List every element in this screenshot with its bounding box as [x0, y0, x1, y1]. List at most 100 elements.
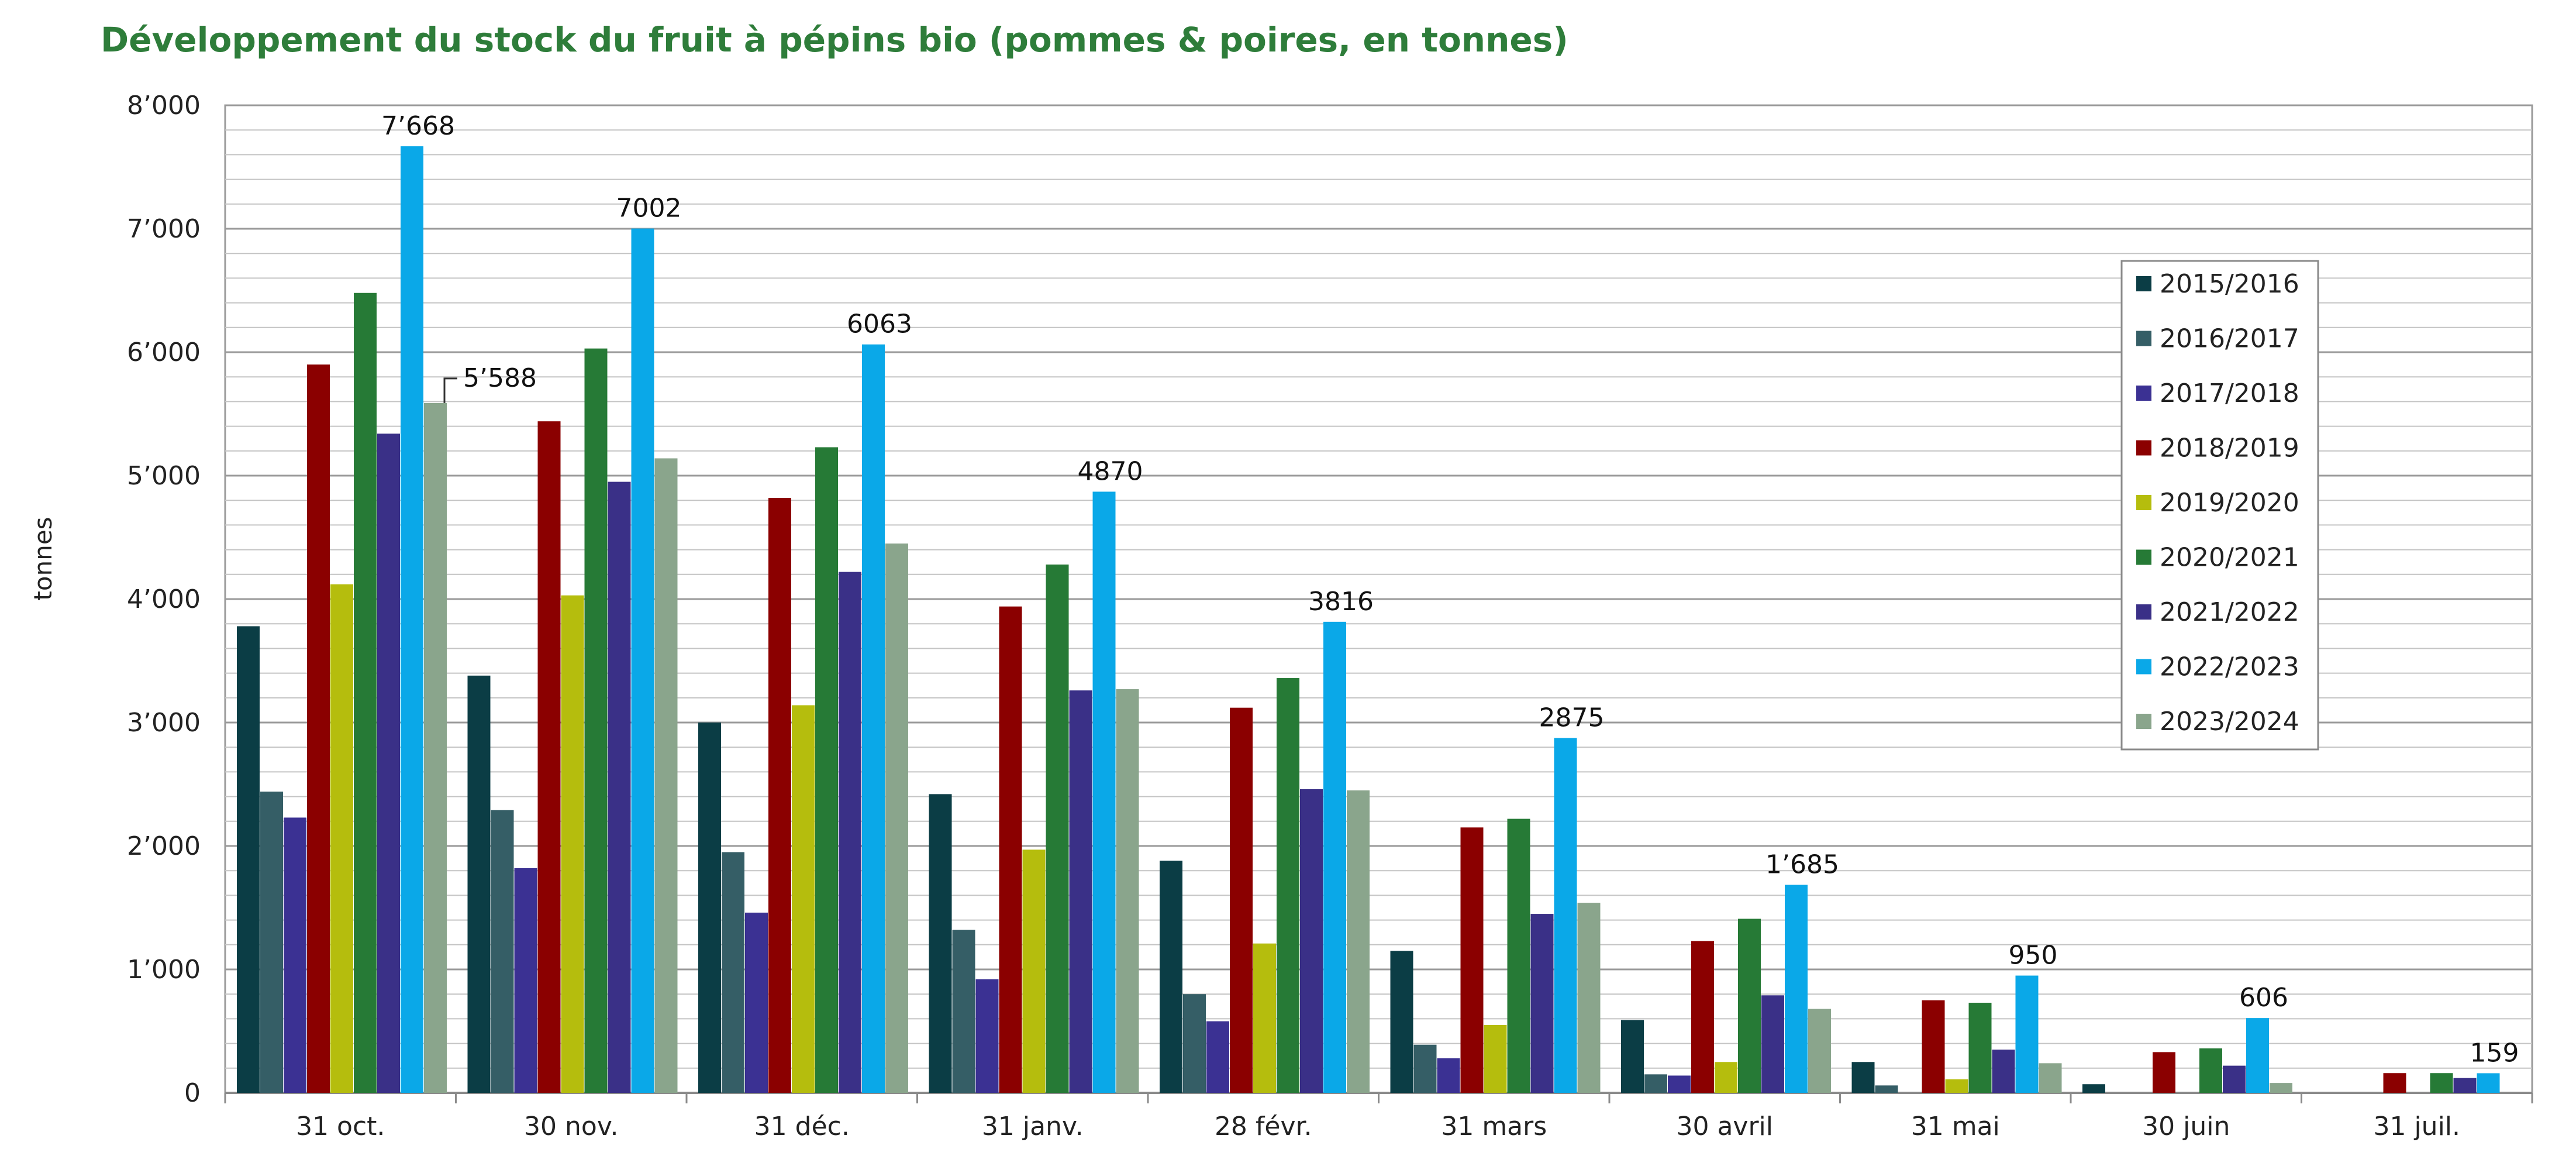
bar	[654, 458, 678, 1093]
bar	[1851, 1062, 1875, 1093]
bar	[952, 930, 975, 1093]
x-category-label: 28 févr.	[1215, 1112, 1312, 1141]
bar	[2477, 1073, 2500, 1093]
data-label: 2875	[1539, 703, 1605, 732]
bar	[1300, 789, 1323, 1093]
bar	[2223, 1065, 2246, 1093]
bar	[1347, 790, 1370, 1093]
y-tick-label: 4’000	[127, 584, 201, 614]
x-category-label: 31 mars	[1441, 1112, 1547, 1141]
bar	[885, 543, 908, 1093]
bar	[537, 421, 561, 1093]
bar	[975, 979, 999, 1093]
bar	[1323, 621, 1346, 1093]
bar	[2430, 1073, 2453, 1093]
legend-swatch	[2136, 331, 2151, 346]
data-label: 4870	[1078, 456, 1143, 486]
bar	[815, 447, 838, 1093]
bar	[698, 723, 721, 1093]
bar	[745, 912, 768, 1093]
legend-entry-label: 2017/2018	[2160, 379, 2299, 408]
bar	[284, 817, 306, 1093]
bar	[1116, 689, 1139, 1093]
legend-swatch	[2136, 276, 2151, 291]
bar	[307, 364, 330, 1093]
bar	[722, 852, 744, 1093]
bar	[1277, 678, 1299, 1093]
bar	[514, 868, 537, 1093]
chart-title: Développement du stock du fruit à pépins…	[101, 20, 1568, 60]
bar	[1530, 914, 1554, 1093]
data-label: 1’685	[1765, 849, 1839, 879]
x-axis-categories: 31 oct. 30 nov. 31 déc. 31 janv. 28 févr. 31 …	[224, 1093, 2533, 1141]
bar	[2153, 1052, 2175, 1093]
bar	[377, 434, 400, 1093]
bar	[839, 572, 861, 1093]
bar	[1668, 1075, 1691, 1093]
bar	[1206, 1021, 1229, 1093]
bar	[330, 584, 353, 1093]
bar	[260, 792, 283, 1093]
bar	[1577, 903, 1601, 1093]
x-category-label: 30 juin	[2142, 1112, 2230, 1141]
bar	[1183, 994, 1206, 1093]
legend-entry-label: 2022/2023	[2160, 652, 2299, 682]
y-tick-label: 7’000	[127, 214, 201, 244]
bar	[1945, 1079, 1968, 1093]
legend-box	[2120, 260, 2319, 751]
y-tick-label: 2’000	[127, 831, 201, 861]
bar	[1437, 1058, 1460, 1093]
bar	[2199, 1048, 2222, 1093]
bar	[1022, 849, 1046, 1093]
x-category-label: 31 oct.	[296, 1112, 385, 1141]
bar	[424, 403, 447, 1093]
bar	[768, 497, 791, 1093]
data-label: 3816	[1308, 587, 1374, 617]
bar	[2453, 1078, 2477, 1093]
data-label: 950	[2009, 941, 2058, 971]
bar	[584, 348, 608, 1093]
bar	[1621, 1020, 1644, 1093]
bar	[2015, 975, 2039, 1093]
data-label: 7’668	[381, 111, 455, 141]
legend-entry-label: 2020/2021	[2160, 543, 2299, 573]
bar	[1484, 1024, 1507, 1093]
legend-entry-label: 2019/2020	[2160, 488, 2299, 518]
bar	[1253, 943, 1276, 1093]
bar	[1644, 1074, 1667, 1093]
y-tick-label: 3’000	[127, 708, 201, 738]
bar	[1922, 1000, 1945, 1093]
x-category-label: 30 nov.	[524, 1112, 618, 1141]
x-category-label: 31 juil.	[2373, 1112, 2460, 1141]
y-tick-label: 8’000	[127, 91, 201, 121]
bar	[1761, 995, 1784, 1093]
bar	[401, 146, 423, 1093]
y-tick-label: 5’000	[127, 461, 201, 491]
legend-swatch	[2136, 659, 2151, 675]
data-labels: 7’668 5’588 7002 6063 4870 3816 2875 1’685 950 60…	[381, 111, 2519, 1068]
bar	[1230, 707, 1253, 1093]
legend-entry-label: 2015/2016	[2160, 269, 2299, 299]
bar	[1715, 1062, 1737, 1093]
bar	[1413, 1044, 1437, 1093]
legend-entry-label: 2016/2017	[2160, 324, 2299, 354]
bar	[2383, 1073, 2406, 1093]
legend: 2015/2016 2016/2017 2017/2018 2018/2019 2019…	[2120, 260, 2319, 751]
bar	[354, 293, 377, 1093]
y-tick-label: 6’000	[127, 338, 201, 367]
bar	[792, 705, 815, 1093]
data-label: 7002	[616, 194, 682, 223]
bar	[1785, 885, 1808, 1093]
y-tick-label: 1’000	[127, 955, 201, 985]
label-leader-line	[443, 377, 457, 403]
data-label: 159	[2470, 1038, 2519, 1068]
data-label: 606	[2239, 983, 2288, 1013]
bar	[1390, 951, 1413, 1093]
bar	[999, 606, 1022, 1093]
bar	[1554, 738, 1577, 1093]
y-axis-label: tonnes	[29, 517, 57, 600]
bar	[1738, 919, 1761, 1093]
legend-swatch	[2136, 549, 2151, 565]
bar	[1968, 1002, 1992, 1093]
bar	[1069, 690, 1092, 1093]
